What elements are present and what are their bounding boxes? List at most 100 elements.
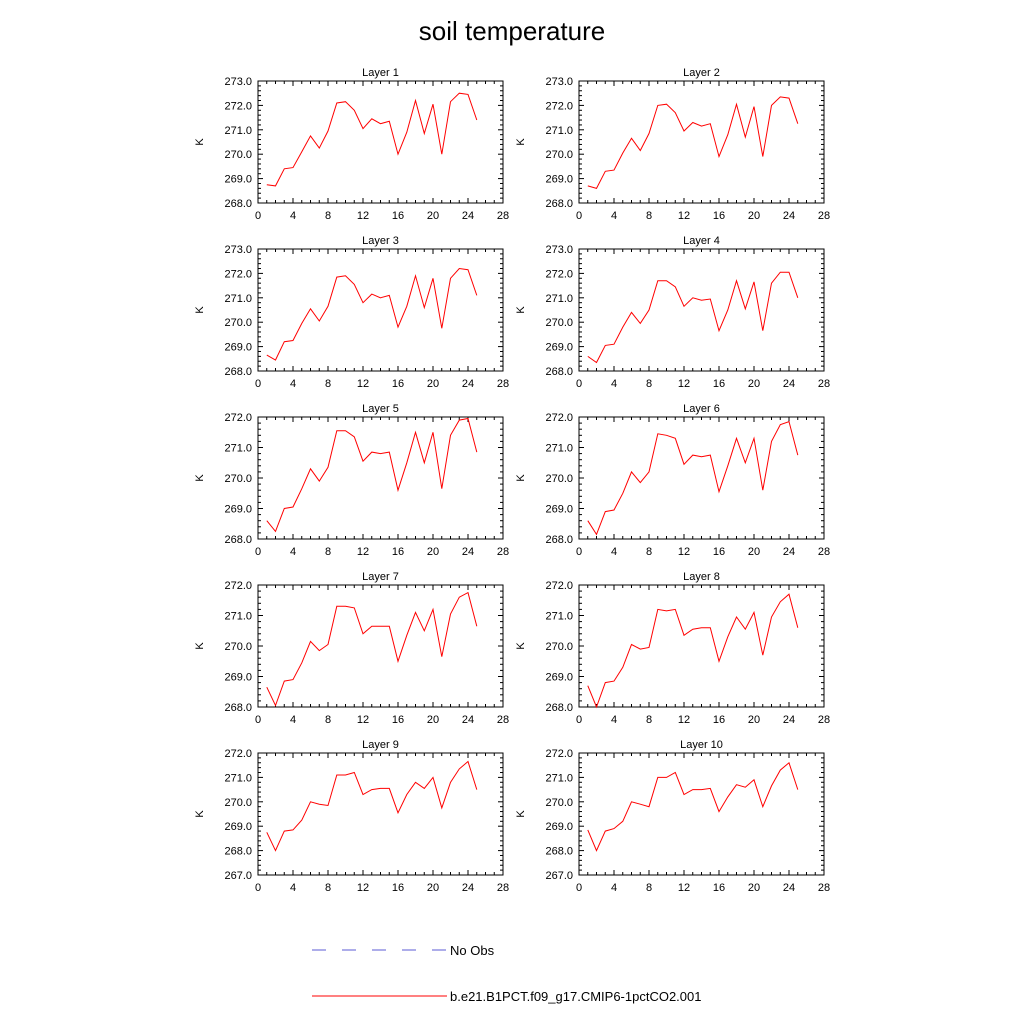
y-tick-label: 268.0 [545, 846, 573, 858]
x-tick-label: 12 [357, 378, 369, 390]
x-tick-label: 0 [255, 378, 261, 390]
x-tick-label: 4 [290, 714, 296, 726]
y-axis-label: K [194, 642, 206, 650]
plot-frame [257, 80, 504, 204]
y-axis-label: K [194, 474, 206, 482]
y-axis-label: K [194, 306, 206, 314]
x-tick-label: 4 [290, 546, 296, 558]
plot-frame [257, 248, 504, 372]
y-tick-label: 272.0 [224, 580, 252, 592]
x-tick-label: 28 [818, 546, 830, 558]
panel-layer-5: Layer 5 K 0 4 8 12 16 20 24 28 268.0 269.0 270.0 271.… [194, 403, 509, 558]
y-tick-label: 268.0 [224, 846, 252, 858]
x-tick-label: 28 [818, 210, 830, 222]
x-tick-label: 20 [427, 546, 439, 558]
y-tick-label: 269.0 [224, 504, 252, 516]
panel-layer-2: Layer 2 K 0 4 8 12 16 20 24 28 268.0 269.0 270.0 271.… [515, 67, 830, 222]
panel-title: Layer 9 [362, 739, 399, 751]
plot-frame [257, 752, 504, 876]
x-tick-label: 12 [678, 714, 690, 726]
panel-title: Layer 3 [362, 235, 399, 247]
y-tick-label: 270.0 [545, 317, 573, 329]
y-tick-label: 270.0 [224, 473, 252, 485]
y-tick-label: 271.0 [224, 611, 252, 623]
series-line [266, 417, 478, 533]
y-tick-label: 268.0 [545, 534, 573, 546]
x-tick-label: 4 [611, 714, 617, 726]
y-axis-label: K [194, 138, 206, 146]
x-tick-label: 24 [783, 882, 795, 894]
x-tick-label: 12 [678, 546, 690, 558]
series-line [587, 593, 799, 709]
y-tick-label: 271.0 [545, 125, 573, 137]
panel-layer-1: Layer 1 K 0 4 8 12 16 20 24 28 268.0 269.0 270.0 271.… [194, 67, 509, 222]
y-tick-label: 272.0 [224, 100, 252, 112]
x-tick-label: 8 [646, 210, 652, 222]
panel-layer-8: Layer 8 K 0 4 8 12 16 20 24 28 268.0 269.0 270.0 271.… [515, 571, 830, 726]
panel-layer-6: Layer 6 K 0 4 8 12 16 20 24 28 268.0 269.0 270.0 271.… [515, 403, 830, 558]
x-tick-label: 12 [678, 378, 690, 390]
y-axis-label: K [515, 138, 527, 146]
panel-title: Layer 8 [683, 571, 720, 583]
series-line [587, 761, 799, 852]
x-tick-label: 16 [392, 714, 404, 726]
x-tick-label: 24 [462, 546, 474, 558]
x-tick-label: 12 [357, 210, 369, 222]
plot-frame [578, 752, 825, 876]
legend-label-model: b.e21.B1PCT.f09_g17.CMIP6-1pctCO2.001 [450, 989, 701, 1004]
x-tick-label: 4 [611, 378, 617, 390]
plot-frame [578, 80, 825, 204]
x-tick-label: 28 [497, 714, 509, 726]
y-tick-label: 272.0 [545, 748, 573, 760]
x-tick-label: 24 [783, 210, 795, 222]
y-axis-label: K [515, 810, 527, 818]
x-tick-label: 20 [427, 882, 439, 894]
x-tick-label: 4 [611, 882, 617, 894]
x-tick-label: 24 [462, 210, 474, 222]
y-tick-label: 272.0 [545, 268, 573, 280]
x-tick-label: 24 [462, 378, 474, 390]
x-tick-label: 20 [427, 714, 439, 726]
x-tick-label: 12 [357, 882, 369, 894]
y-tick-label: 273.0 [545, 244, 573, 256]
x-tick-label: 24 [462, 882, 474, 894]
panel-title: Layer 2 [683, 67, 720, 79]
x-tick-label: 8 [325, 714, 331, 726]
y-tick-label: 272.0 [545, 580, 573, 592]
x-tick-label: 16 [713, 546, 725, 558]
y-tick-label: 271.0 [224, 293, 252, 305]
y-tick-label: 268.0 [224, 366, 252, 378]
x-tick-label: 20 [748, 714, 760, 726]
series-line [587, 96, 799, 189]
x-tick-label: 12 [678, 882, 690, 894]
panel-title: Layer 1 [362, 67, 399, 79]
x-tick-label: 28 [497, 210, 509, 222]
x-tick-label: 4 [611, 546, 617, 558]
y-tick-label: 270.0 [224, 149, 252, 161]
y-tick-label: 269.0 [545, 672, 573, 684]
x-tick-label: 20 [748, 546, 760, 558]
panel-title: Layer 6 [683, 403, 720, 415]
series-line [266, 591, 478, 707]
y-axis-label: K [515, 642, 527, 650]
series-line [266, 760, 478, 852]
x-tick-label: 8 [325, 210, 331, 222]
x-tick-label: 0 [255, 882, 261, 894]
x-tick-label: 16 [713, 210, 725, 222]
x-tick-label: 0 [255, 546, 261, 558]
panel-title: Layer 4 [683, 235, 720, 247]
x-tick-label: 28 [818, 882, 830, 894]
x-tick-label: 12 [678, 210, 690, 222]
x-tick-label: 16 [392, 546, 404, 558]
x-tick-label: 8 [325, 546, 331, 558]
y-tick-label: 268.0 [545, 366, 573, 378]
plot-frame [578, 584, 825, 708]
y-tick-label: 273.0 [224, 244, 252, 256]
x-tick-label: 28 [497, 882, 509, 894]
x-tick-label: 24 [783, 378, 795, 390]
series-line [266, 267, 478, 361]
x-tick-label: 24 [462, 714, 474, 726]
y-tick-label: 269.0 [545, 504, 573, 516]
y-tick-label: 269.0 [224, 672, 252, 684]
y-tick-label: 271.0 [224, 443, 252, 455]
